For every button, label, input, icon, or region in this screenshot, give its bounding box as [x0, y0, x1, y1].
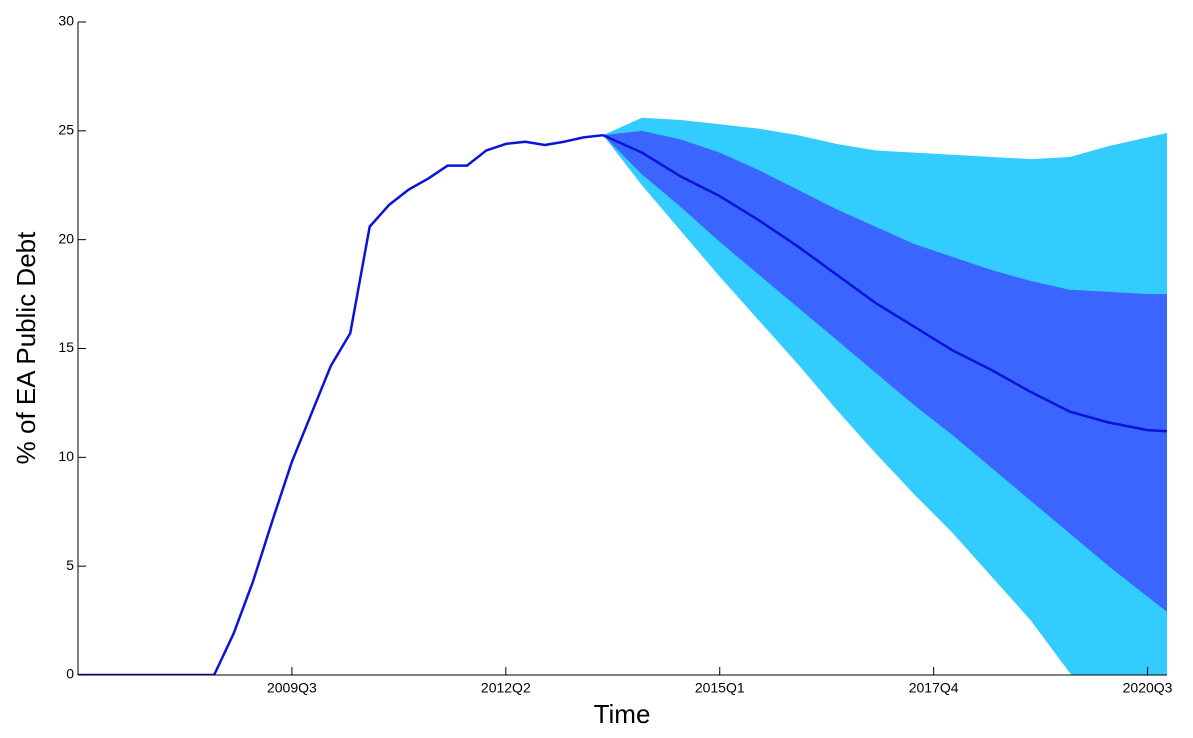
- x-tick-label: 2017Q4: [909, 680, 959, 696]
- y-tick-label: 20: [58, 230, 74, 246]
- y-tick-label: 5: [66, 557, 74, 573]
- x-tick-label: 2012Q2: [481, 680, 531, 696]
- axes: Time % of EA Public Debt 0 5 10 15 20 25 30 200…: [11, 13, 1173, 729]
- y-tick-label: 25: [58, 122, 74, 138]
- line: [602, 134, 1167, 433]
- x-tick-label: 2020Q3: [1123, 680, 1173, 696]
- x-tick-label: 2015Q1: [695, 680, 745, 696]
- line: [78, 133, 604, 675]
- plot-area: [78, 117, 1167, 675]
- fan-band: [603, 130, 1167, 612]
- y-tick-label: 15: [58, 339, 74, 355]
- y-tick-label: 0: [66, 666, 74, 682]
- x-tick-label: 2009Q3: [267, 680, 317, 696]
- y-axis-title: % of EA Public Debt: [11, 231, 41, 464]
- x-axis-title: Time: [594, 699, 651, 729]
- y-tick-label: 10: [58, 448, 74, 464]
- y-tick-label: 30: [58, 13, 74, 29]
